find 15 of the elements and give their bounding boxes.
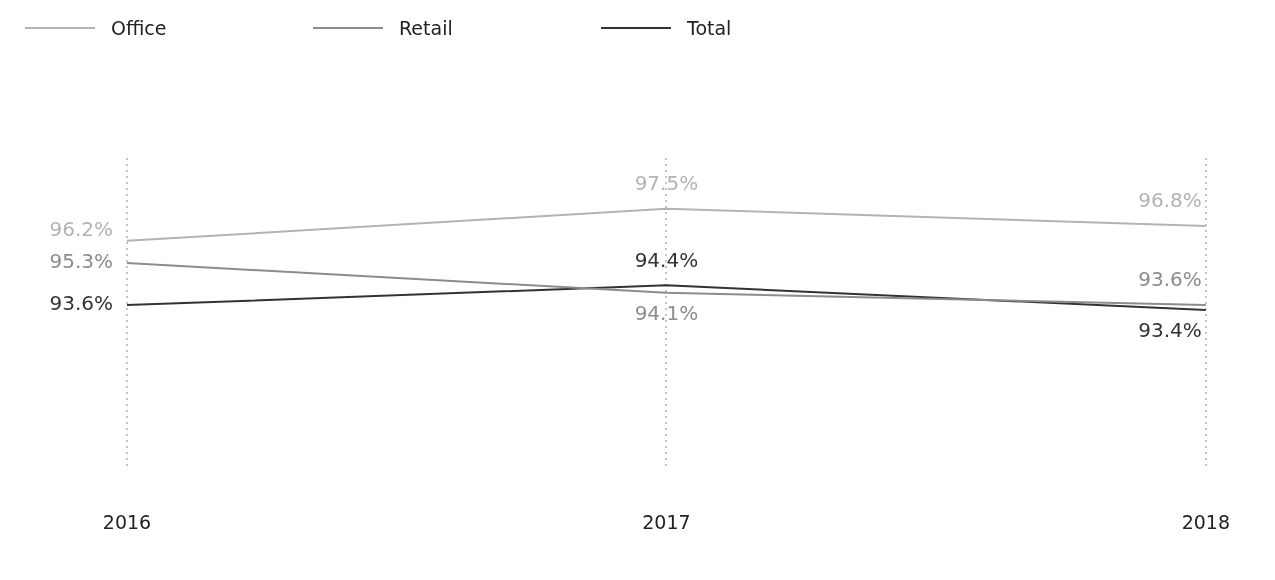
legend-label: Total bbox=[687, 16, 732, 39]
x-tick-label: 2017 bbox=[642, 510, 691, 533]
legend-label: Office bbox=[111, 16, 167, 39]
legend-label: Retail bbox=[399, 16, 453, 39]
data-label: 94.1% bbox=[634, 300, 699, 325]
data-label: 97.5% bbox=[634, 170, 699, 195]
data-label: 96.8% bbox=[1138, 188, 1202, 213]
data-label: 93.4% bbox=[1138, 318, 1202, 343]
data-label: 96.2% bbox=[49, 217, 113, 242]
data-label: 93.6% bbox=[49, 291, 113, 316]
x-tick-label: 2016 bbox=[102, 510, 152, 533]
data-label: 94.4% bbox=[634, 247, 699, 272]
data-label: 93.6% bbox=[1138, 267, 1202, 292]
x-tick-label: 2018 bbox=[1181, 510, 1230, 533]
data-label: 95.3% bbox=[49, 249, 113, 274]
